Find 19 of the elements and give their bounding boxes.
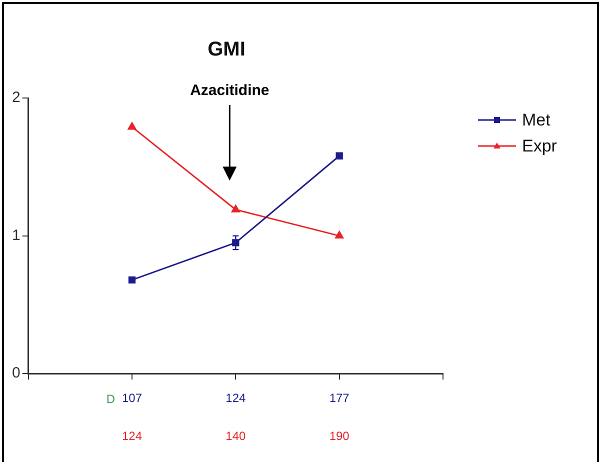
- annotation: Azacitidine: [190, 82, 270, 100]
- point: [336, 152, 343, 160]
- x-tick-label: 124: [226, 391, 246, 406]
- point: [335, 231, 344, 239]
- y-tick-label: 2: [12, 89, 20, 106]
- x-tick-label: 107: [122, 391, 142, 406]
- chart-title: GMI: [208, 38, 246, 61]
- point: [231, 204, 240, 212]
- text: 190: [329, 428, 350, 443]
- x-tick-label: 177: [329, 391, 350, 406]
- point: [128, 276, 136, 284]
- text: D: [106, 392, 116, 406]
- legend-label: Met: [522, 110, 551, 130]
- text: 140: [226, 428, 246, 443]
- legend-label: Expr: [522, 136, 558, 156]
- y-tick-label: 0: [12, 364, 20, 382]
- text: 124: [122, 428, 142, 443]
- y-tick-label: 1: [12, 226, 20, 244]
- point: [128, 122, 136, 130]
